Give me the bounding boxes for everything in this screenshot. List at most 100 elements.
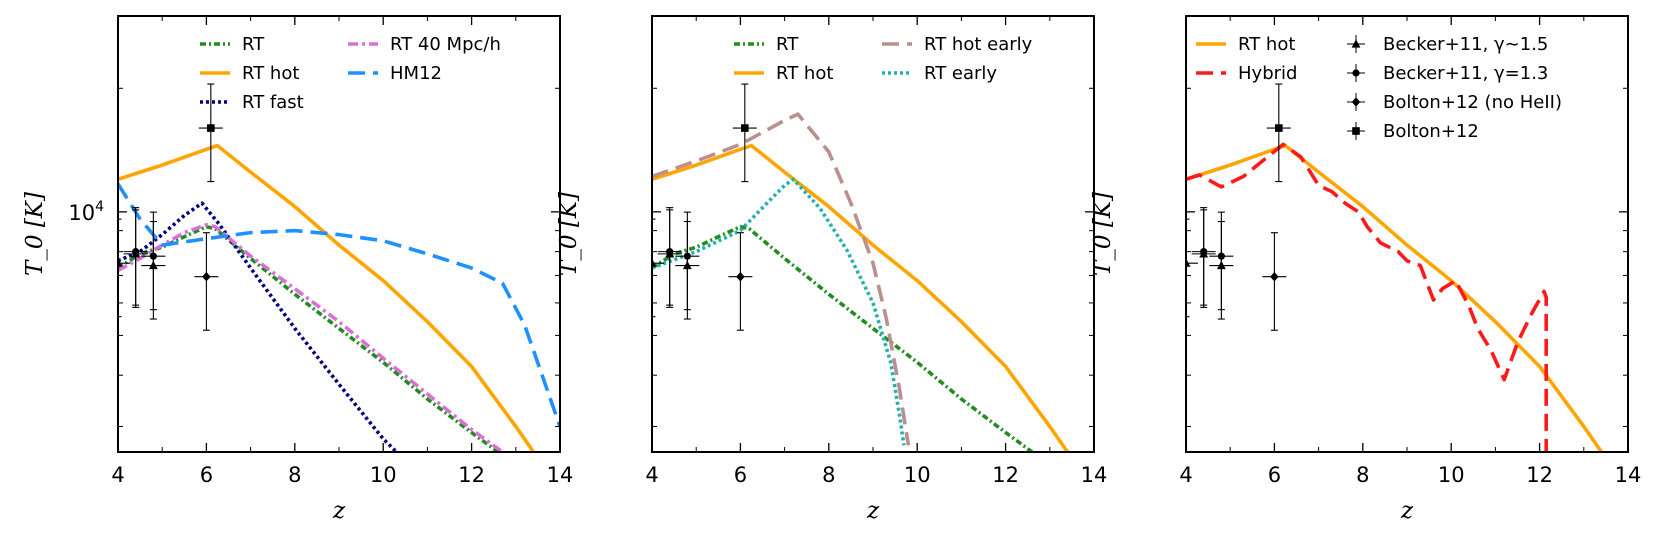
x-tick-label: 4 [645,463,658,487]
legend-entry: RT hot early [882,34,1033,55]
legend-entry: RT early [882,63,997,84]
legend-label: RT fast [242,92,304,113]
legend-label: Becker+11, γ=1.3 [1383,63,1548,84]
legend-marker-square [1352,127,1360,135]
legend-label: Bolton+12 [1383,121,1479,142]
data-point [675,211,700,311]
panel-right: 4 6 8 10 12 14 z T_0 [K] RT hot Hybrid Becker+11, … [1090,15,1642,524]
x-tick-label: 14 [1615,463,1642,487]
legend-entry: RT 40 Mpc/h [348,34,501,55]
data-point [198,83,223,183]
legend-entry: Becker+11, γ=1.3 [1347,63,1548,84]
data-point [141,211,166,311]
x-tick-label: 8 [1356,463,1369,487]
legend-label: RT hot [776,63,833,84]
y-tick-label: 104 [68,199,104,225]
legend-label: RT hot early [924,34,1033,55]
data-point [657,207,682,306]
legend-label: Hybrid [1238,63,1297,84]
marker-circle [1217,252,1225,260]
series-line-rt-early [652,177,906,446]
data-point [1266,83,1291,183]
legend-label: Becker+11, γ∼1.5 [1383,34,1548,55]
marker-triangle [1186,258,1191,267]
x-tick-label: 12 [1526,463,1553,487]
axes-frame [651,15,1095,453]
legend-label: RT hot [1238,34,1295,55]
plot-area [652,83,1069,452]
marker-circle [683,252,691,260]
x-tick-label: 14 [547,463,574,487]
x-tick-label: 4 [111,463,124,487]
legend: RT hot Hybrid Becker+11, γ∼1.5 Becker+11, γ… [1196,34,1562,142]
data-point [728,232,753,331]
legend-entry: RT hot [1196,34,1295,55]
x-tick-label: 8 [822,463,835,487]
data-point [1262,232,1287,331]
plot-area [118,83,560,452]
series-line-rt-hot-early [652,112,911,446]
panel-middle: 4 6 8 10 12 14 z T_0 [K] RT RT hot RT hot early RT … [556,15,1108,524]
panel-left: 4 6 8 10 12 14 104 z T_0 [K] RT RT hot RT fast RT 40… [22,15,574,524]
legend-entry: Becker+11, γ∼1.5 [1347,34,1548,55]
legend-label: Bolton+12 (no HeII) [1383,92,1562,113]
legend-marker-circle [1352,69,1360,77]
legend-entry: Bolton+12 (no HeII) [1347,92,1562,113]
marker-triangle [652,258,657,267]
legend-marker-diamond [1351,97,1361,107]
legend-entry: HM12 [348,63,442,84]
y-axis-title: T_0 [K] [556,192,582,276]
legend-marker-triangle [1351,39,1361,48]
legend-label: RT [776,34,799,55]
series-line-rt [652,224,1034,452]
marker-square [741,124,749,132]
series-line-hm12 [118,182,560,428]
marker-square [1275,124,1283,132]
marker-circle [132,248,140,256]
marker-circle [149,252,157,260]
legend-entry: RT [734,34,799,55]
x-tick-label: 4 [1179,463,1192,487]
x-tick-label: 6 [734,463,747,487]
data-point [1186,218,1198,318]
legend-label: RT 40 Mpc/h [390,34,501,55]
x-axis-title: z [1400,498,1414,524]
y-axis-title: T_0 [K] [1090,192,1116,276]
marker-diamond [202,271,211,282]
marker-square [207,124,215,132]
legend-label: RT hot [242,63,299,84]
legend-entry: Hybrid [1196,63,1297,84]
series-line-hybrid [1186,142,1548,452]
plot-area [1186,83,1603,452]
legend-label: RT early [924,63,997,84]
data-point [123,207,148,306]
legend-entry: RT [200,34,265,55]
x-tick-label: 14 [1081,463,1108,487]
x-tick-label: 6 [1268,463,1281,487]
x-tick-label: 10 [370,463,397,487]
legend-entry: RT hot [200,63,299,84]
series-line-rt [118,224,500,452]
x-axis-title: z [866,498,880,524]
data-point [194,232,219,331]
series-line-rt-hot [652,143,1069,452]
legend: RT RT hot RT fast RT 40 Mpc/h HM12 [200,34,501,113]
legend: RT RT hot RT hot early RT early [734,34,1033,84]
x-tick-label: 6 [200,463,213,487]
data-point [732,83,757,183]
marker-diamond [736,271,745,282]
data-point [652,218,664,318]
legend-label: RT [242,34,265,55]
marker-circle [1200,248,1208,256]
series-line-rt-hot [118,143,535,452]
x-tick-label: 12 [992,463,1019,487]
x-tick-label: 8 [288,463,301,487]
legend-entry: RT hot [734,63,833,84]
y-axis-title: T_0 [K] [22,192,48,276]
series-line-rt-fast [118,201,398,452]
marker-triangle [118,258,123,267]
legend-entry: Bolton+12 [1347,121,1479,142]
marker-circle [666,248,674,256]
marker-diamond [1270,271,1279,282]
